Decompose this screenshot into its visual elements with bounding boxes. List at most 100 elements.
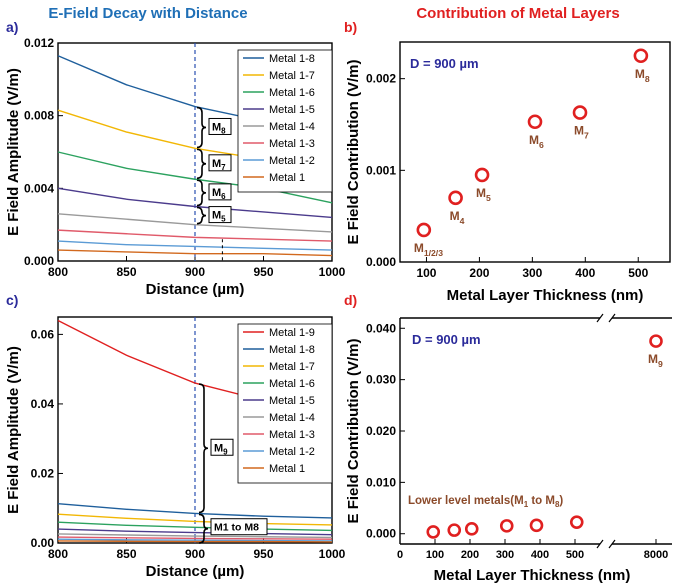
legend-label: Metal 1-8 — [269, 344, 315, 356]
x-tick-label: 400 — [575, 266, 595, 280]
point-label: M8 — [635, 67, 650, 84]
legend: Metal 1-9 Metal 1-8 Metal 1-7 Metal 1-6 Meta… — [237, 323, 333, 484]
y-tick-label: 0.000 — [366, 255, 396, 269]
data-point — [529, 518, 544, 533]
series-line-metal-1-3 — [57, 536, 333, 540]
data-point — [649, 334, 663, 348]
annotation-box — [208, 206, 232, 224]
annotation-label: M9 — [214, 442, 228, 456]
y-tick-label: 0.001 — [366, 163, 396, 177]
series-line-metal-1-2 — [57, 240, 333, 251]
y-axis-label: E Field Contribution (V/m) — [345, 339, 362, 524]
x-tick-label: 800 — [48, 547, 68, 561]
brace-m9 — [198, 383, 209, 514]
series-line-metal-1-4 — [57, 533, 333, 539]
series-line-metal-1-5 — [57, 528, 333, 536]
series-line-metal-1 — [57, 540, 333, 543]
brace-m7 — [196, 148, 207, 180]
annotation-m1-to-m8: M1 to M8 — [210, 518, 268, 536]
x-tick-label: 900 — [185, 265, 205, 279]
y-tick-label: 0.030 — [366, 373, 396, 387]
y-tick-label: 0.008 — [24, 109, 54, 123]
brace-m8 — [196, 106, 207, 149]
x-axis-label: Metal Layer Thickness (nm) — [434, 567, 631, 584]
legend-box — [237, 323, 333, 484]
legend-label: Metal 1-3 — [269, 429, 315, 441]
panel-d-letter: d) — [344, 292, 357, 308]
x-axis-label: Metal Layer Thickness (nm) — [447, 287, 644, 304]
point-label: M1/2/3 — [414, 241, 443, 258]
legend-label: Metal 1-6 — [269, 378, 315, 390]
data-point — [447, 523, 462, 537]
axis-break-mark — [596, 539, 604, 549]
y-tick-label: 0.000 — [24, 254, 54, 268]
x-tick-label: 1000 — [319, 547, 346, 561]
y-tick-label: 0.002 — [366, 72, 396, 86]
brace-m5 — [196, 206, 207, 225]
legend-label: Metal 1-4 — [269, 412, 315, 424]
data-point — [499, 519, 514, 533]
x-tick-label: 900 — [185, 547, 205, 561]
y-tick-label: 0.004 — [24, 181, 54, 195]
annotation-m7: M7 — [208, 154, 232, 172]
x-tick-label: 8000 — [644, 549, 668, 561]
annotation-label: M6 — [212, 187, 226, 201]
panel-c-letter: c) — [6, 292, 18, 308]
data-point — [527, 114, 543, 130]
series-line-metal-1-5 — [57, 187, 333, 219]
point-label: M6 — [529, 133, 544, 150]
annotation-label: M1 to M8 — [214, 522, 259, 534]
data-point — [633, 48, 649, 64]
annotation-m5: M5 — [208, 206, 232, 224]
axis-break-mark — [608, 313, 616, 323]
y-tick-label: 0.02 — [31, 466, 55, 480]
x-axis-label: Distance (µm) — [146, 563, 245, 580]
legend-box — [237, 49, 333, 193]
legend-label: Metal 1-9 — [269, 327, 315, 339]
series-line-metal-1-3 — [57, 229, 333, 242]
x-tick-label: 1000 — [319, 265, 346, 279]
panel-a-letter: a) — [6, 19, 18, 35]
legend-label: Metal 1-3 — [269, 138, 315, 150]
series-line-metal-1-6 — [57, 521, 333, 532]
panel-b-title: Contribution of Metal Layers — [416, 5, 619, 22]
data-point — [464, 522, 479, 536]
legend-label: Metal 1-5 — [269, 395, 315, 407]
x-tick-label: 200 — [469, 266, 489, 280]
y-tick-label: 0.020 — [366, 424, 396, 438]
annotation-box — [210, 518, 268, 536]
y-tick-label: 0.06 — [31, 327, 55, 341]
x-tick-label: 500 — [566, 549, 584, 561]
x-tick-label: 300 — [522, 266, 542, 280]
panel-b-letter: b) — [344, 19, 357, 35]
legend-label: Metal 1-4 — [269, 121, 315, 133]
x-tick-label: 200 — [461, 549, 479, 561]
x-tick-label: 300 — [496, 549, 514, 561]
annotation-m6: M6 — [208, 183, 232, 201]
data-point — [572, 105, 588, 120]
annotation-box — [208, 183, 232, 201]
point-label: M4 — [450, 209, 465, 226]
group-label: Lower level metals(M1 to M8) — [408, 495, 563, 509]
legend-label: Metal 1-5 — [269, 104, 315, 116]
annotation-m8: M8 — [208, 117, 232, 135]
annotation-box — [208, 117, 232, 135]
y-tick-label: 0.010 — [366, 475, 396, 489]
y-tick-label: 0.040 — [366, 321, 396, 335]
x-tick-label: 850 — [116, 547, 136, 561]
x-tick-label: 950 — [253, 265, 273, 279]
data-point — [416, 222, 432, 238]
data-point — [569, 515, 584, 529]
point-label-m9: M9 — [648, 352, 663, 369]
data-point — [474, 167, 490, 183]
series-line-metal-1-4 — [57, 213, 333, 233]
series-line-metal-1-8 — [57, 503, 333, 519]
annotation-box — [210, 438, 234, 456]
x-tick-label: 100 — [416, 266, 436, 280]
x-tick-label: 950 — [253, 547, 273, 561]
panel-a-title: E-Field Decay with Distance — [48, 5, 247, 22]
y-tick-label: 0.000 — [366, 527, 396, 541]
y-tick-label: 0.012 — [24, 36, 54, 50]
legend: Metal 1-8 Metal 1-7 Metal 1-6 Metal 1-5 Meta… — [237, 49, 333, 193]
